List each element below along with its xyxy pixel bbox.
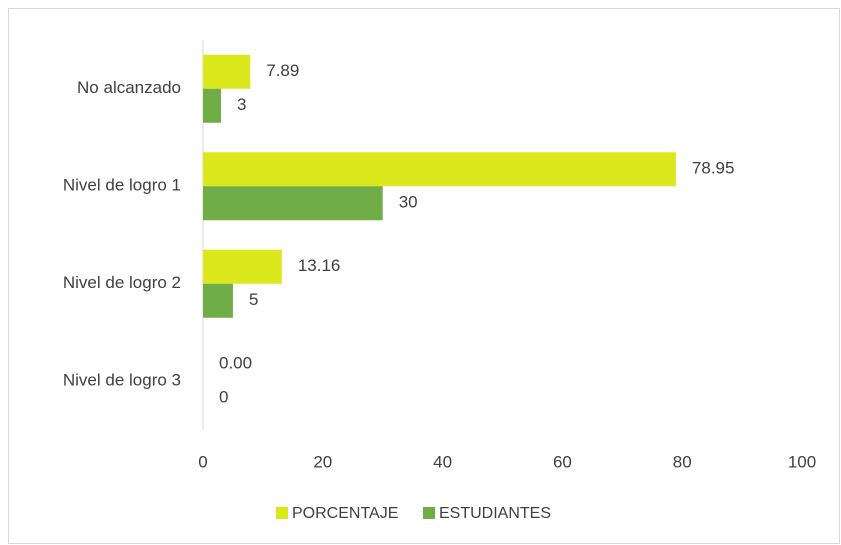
legend-swatch — [423, 507, 435, 519]
data-label: 0 — [219, 388, 228, 407]
x-tick-label: 20 — [313, 452, 332, 471]
chart-frame — [8, 8, 840, 544]
data-label: 0.00 — [219, 354, 252, 373]
x-tick-label: 0 — [198, 452, 207, 471]
data-label: 30 — [399, 193, 418, 212]
x-tick-label: 40 — [433, 452, 452, 471]
legend-swatch — [276, 507, 288, 519]
y-tick-label: Nivel de logro 3 — [63, 371, 181, 390]
data-label: 7.89 — [266, 61, 299, 80]
bar — [203, 186, 383, 221]
x-tick-label: 80 — [673, 452, 692, 471]
bar — [203, 54, 251, 89]
data-label: 3 — [237, 95, 246, 114]
x-tick-label: 100 — [788, 452, 816, 471]
bar — [203, 283, 233, 318]
bar — [203, 88, 221, 123]
legend-label: ESTUDIANTES — [439, 505, 551, 522]
y-tick-label: No alcanzado — [77, 78, 181, 97]
data-label: 5 — [249, 290, 258, 309]
legend-label: PORCENTAJE — [292, 505, 398, 522]
y-tick-label: Nivel de logro 1 — [63, 176, 181, 195]
bar — [203, 152, 676, 187]
bar — [203, 249, 282, 284]
data-label: 13.16 — [298, 256, 341, 275]
x-tick-label: 60 — [553, 452, 572, 471]
data-label: 78.95 — [692, 159, 735, 178]
y-tick-label: Nivel de logro 2 — [63, 273, 181, 292]
